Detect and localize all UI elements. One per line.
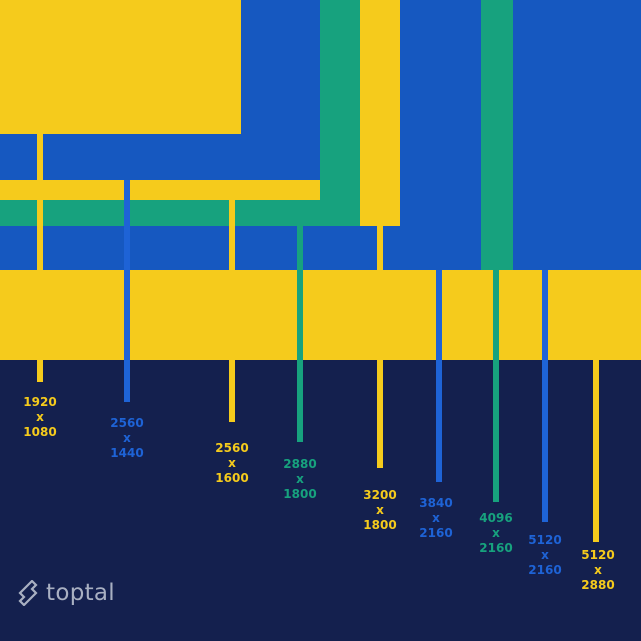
yellow-band-wide xyxy=(0,270,641,360)
green-column-top xyxy=(320,0,360,200)
green-stripe-1 xyxy=(0,200,360,226)
drop-line-1920x1080 xyxy=(37,134,43,382)
drop-line-2560x1440 xyxy=(124,180,130,402)
drop-line-4096x2160 xyxy=(493,270,499,502)
resolution-label: 5120 x 2160 xyxy=(528,533,562,577)
resolution-label: 5120 x 2880 xyxy=(581,548,615,592)
toptal-logo-text: toptal xyxy=(46,580,115,606)
drop-line-2560x1600 xyxy=(229,200,235,422)
drop-line-3840x2160 xyxy=(436,270,442,482)
toptal-logo[interactable]: toptal xyxy=(18,580,115,606)
resolution-label: 2560 x 1600 xyxy=(215,441,249,485)
yellow-column-top xyxy=(360,0,400,226)
drop-line-5120x2880 xyxy=(593,360,599,542)
resolution-label: 3840 x 2160 xyxy=(419,496,453,540)
yellow-stripe-1 xyxy=(0,180,320,200)
drop-line-2880x1800 xyxy=(297,226,303,442)
resolution-label: 4096 x 2160 xyxy=(479,511,513,555)
resolution-label: 2880 x 1800 xyxy=(283,457,317,501)
resolution-label: 2560 x 1440 xyxy=(110,416,144,460)
resolution-label: 3200 x 1800 xyxy=(363,488,397,532)
green-column-right xyxy=(481,0,513,270)
drop-line-3200x1800 xyxy=(377,226,383,468)
resolution-label: 1920 x 1080 xyxy=(23,395,57,439)
toptal-logo-icon xyxy=(18,580,38,606)
drop-line-5120x2160 xyxy=(542,270,548,522)
yellow-block-top-left xyxy=(0,0,241,134)
navy-bottom-region xyxy=(0,360,641,641)
